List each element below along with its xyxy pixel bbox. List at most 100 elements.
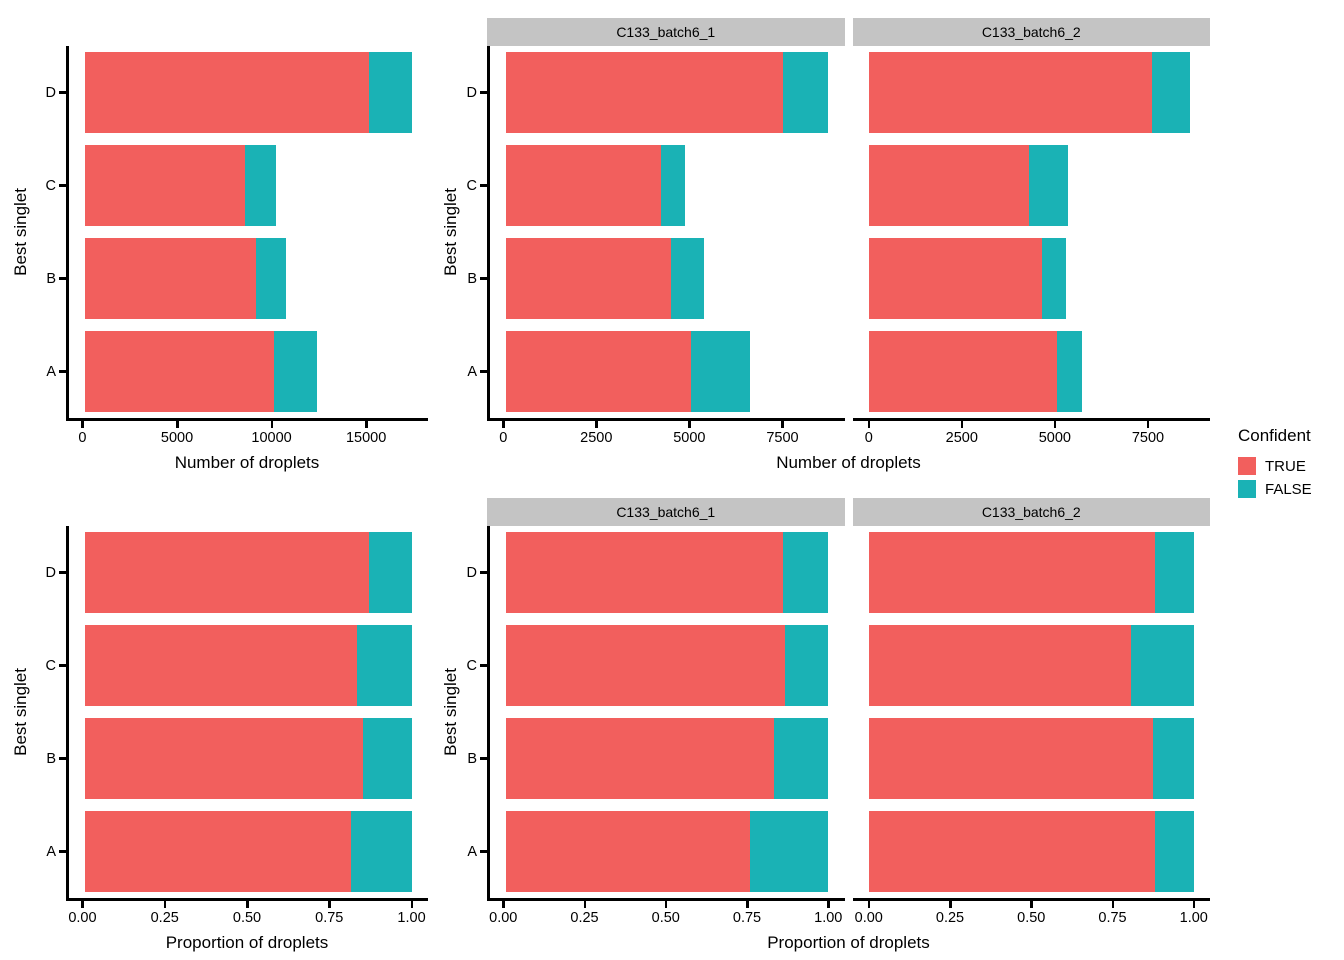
y-tick: [59, 91, 66, 94]
bar-segment-false: [690, 331, 750, 412]
x-tick-label: 15000: [345, 430, 387, 446]
x-tick-label: 10000: [251, 430, 292, 446]
y-tick: [480, 277, 487, 280]
y-tick-label: D: [45, 564, 56, 581]
plot-area: [487, 46, 845, 418]
bar-segment-false: [357, 625, 412, 706]
x-tick: [502, 421, 505, 428]
bar-segment-true: [868, 625, 1131, 706]
x-tick: [81, 901, 84, 908]
bar-segment-true: [506, 145, 661, 226]
y-tick-label: C: [45, 177, 56, 194]
x-tick-label: 2500: [945, 430, 978, 446]
x-tick-label: 0.00: [68, 910, 97, 926]
stacked-bar: [506, 52, 829, 133]
stacked-bar: [506, 331, 750, 412]
y-tick-label: A: [467, 363, 477, 380]
y-tick-row: A: [34, 805, 66, 898]
y-axis-labels: D C B A: [462, 498, 487, 930]
x-axis: 0.00 0.25 0.50 0.75 1.00: [66, 898, 428, 930]
x-tick-label: 5000: [1038, 430, 1072, 446]
stacked-bar: [85, 532, 412, 613]
bar-segment-false: [660, 145, 686, 226]
y-tick-label: C: [466, 177, 477, 194]
y-tick-row: B: [34, 232, 66, 325]
bar-segment-true: [506, 331, 691, 412]
y-tick-label: B: [46, 270, 56, 287]
x-tick-label: 0: [864, 430, 873, 446]
bar-segment-true: [85, 331, 274, 412]
bar-row: [853, 139, 1211, 232]
facet-strip: C133_batch6_2: [852, 18, 1210, 46]
y-tick-row: B: [462, 232, 487, 325]
x-tick-label: 0.25: [935, 910, 965, 926]
x-tick-label: 0: [78, 430, 87, 446]
y-tick-row: B: [34, 712, 66, 805]
bar-row: [69, 232, 428, 325]
y-tick-label: D: [466, 84, 477, 101]
bar-segment-true: [85, 625, 358, 706]
bar-segment-false: [1155, 811, 1194, 892]
y-tick: [59, 850, 66, 853]
facet-panel: 0 5000 10000 15000: [66, 18, 428, 450]
bar-row: [69, 46, 428, 139]
x-tick-label: 5000: [160, 430, 194, 446]
y-tick-row: C: [462, 619, 487, 712]
bar-segment-true: [506, 811, 751, 892]
chart-proportions-combined: Best singlet D C B A 0.00 0.25 0.50 0.75 1.00 P…: [0, 480, 432, 960]
y-tick-label: A: [46, 843, 56, 860]
x-tick: [81, 421, 84, 428]
x-tick: [1030, 901, 1033, 908]
x-axis-title: Proportion of droplets: [66, 930, 428, 960]
stacked-bar: [506, 811, 829, 892]
y-tick-label: A: [467, 843, 477, 860]
facet-panel: C133_batch6_1 0.00 0.25 0.50 0.75 1.00: [487, 498, 845, 930]
bar-segment-false: [782, 532, 829, 613]
x-tick: [960, 421, 964, 428]
x-tick-label: 1.00: [1179, 910, 1208, 926]
bar-row: [853, 619, 1211, 712]
y-tick-label: D: [45, 84, 56, 101]
y-tick: [480, 184, 487, 187]
bar-row: [69, 805, 428, 898]
bar-segment-true: [85, 238, 256, 319]
bar-segment-true: [85, 145, 245, 226]
facet-strip: [66, 498, 428, 526]
y-axis-title: Best singlet: [8, 18, 34, 450]
bar-segment-false: [1041, 238, 1067, 319]
y-tick: [480, 664, 487, 667]
y-tick-row: C: [462, 139, 487, 232]
x-tick-label: 0.75: [1098, 910, 1127, 926]
bar-segment-false: [782, 52, 829, 133]
bar-segment-true: [868, 718, 1154, 799]
bar-segment-false: [244, 145, 277, 226]
stacked-bar: [868, 718, 1194, 799]
x-tick-label: 0.25: [570, 910, 599, 926]
chart-counts-faceted: Best singlet D C B A C133_batch6_1 0 2500 5000…: [432, 0, 1222, 480]
bar-row: [69, 139, 428, 232]
plot-area: [66, 46, 428, 418]
y-tick: [59, 757, 66, 760]
y-axis-labels: D C B A: [462, 18, 487, 450]
bar-row: [490, 619, 845, 712]
bar-segment-false: [1153, 718, 1194, 799]
bar-segment-true: [868, 238, 1042, 319]
bar-segment-false: [1029, 145, 1068, 226]
bar-row: [490, 325, 845, 418]
x-tick-label: 0.50: [651, 910, 680, 926]
x-axis-title: Number of droplets: [66, 450, 428, 480]
chart-main: Best singlet D C B A 0 5000 10000 15000: [8, 18, 428, 450]
y-tick: [480, 91, 487, 94]
y-tick-label: B: [467, 750, 477, 767]
facet-panel: C133_batch6_2 0 2500 5000 7500: [852, 18, 1211, 450]
plot-area: [853, 46, 1211, 418]
x-tick: [176, 421, 179, 428]
bar-segment-false: [351, 811, 412, 892]
bar-row: [853, 712, 1211, 805]
stacked-bar: [506, 238, 705, 319]
chart-main: Best singlet D C B A 0.00 0.25 0.50 0.75 1.00: [8, 498, 428, 930]
bar-row: [69, 325, 428, 418]
y-axis-title-text: Best singlet: [441, 668, 460, 756]
y-tick: [480, 757, 487, 760]
